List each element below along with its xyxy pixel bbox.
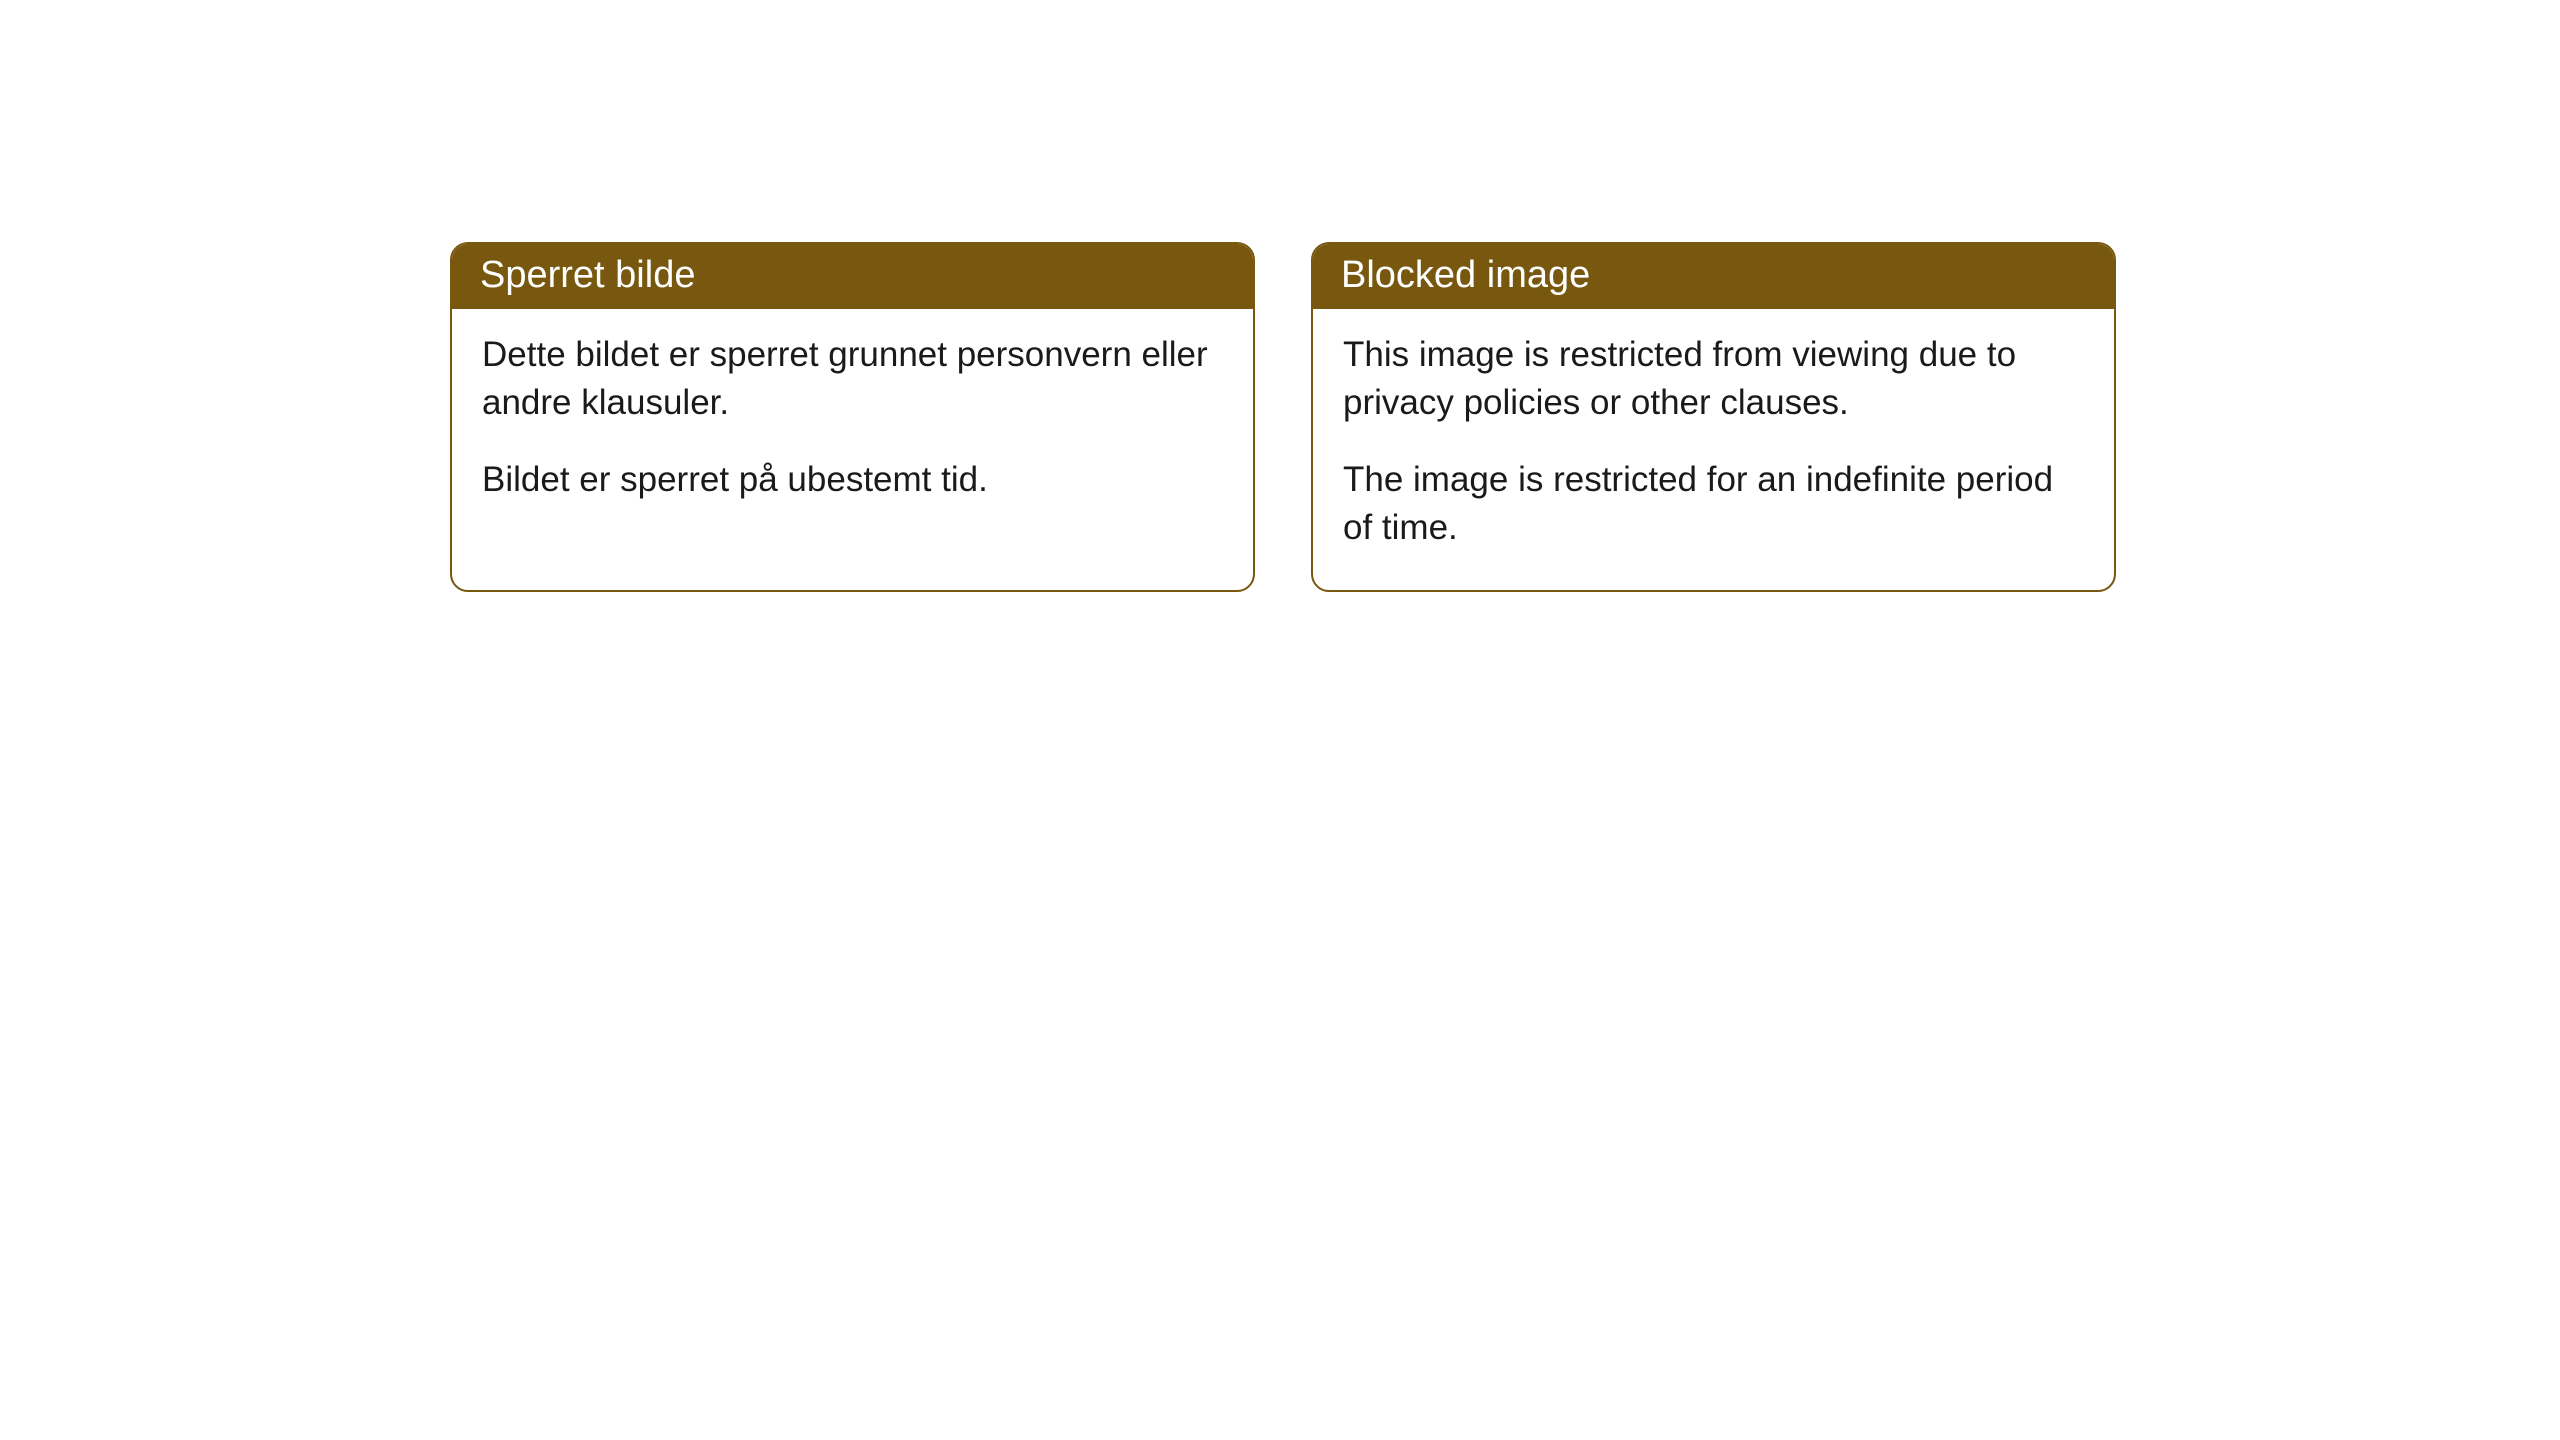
- card-text-no-1: Dette bildet er sperret grunnet personve…: [482, 331, 1223, 428]
- card-body-en: This image is restricted from viewing du…: [1313, 309, 2114, 590]
- card-header-no: Sperret bilde: [452, 244, 1253, 309]
- blocked-image-card-no: Sperret bilde Dette bildet er sperret gr…: [450, 242, 1255, 592]
- notice-cards-container: Sperret bilde Dette bildet er sperret gr…: [0, 0, 2560, 592]
- card-text-en-1: This image is restricted from viewing du…: [1343, 331, 2084, 428]
- blocked-image-card-en: Blocked image This image is restricted f…: [1311, 242, 2116, 592]
- card-body-no: Dette bildet er sperret grunnet personve…: [452, 309, 1253, 542]
- card-text-no-2: Bildet er sperret på ubestemt tid.: [482, 456, 1223, 504]
- card-header-en: Blocked image: [1313, 244, 2114, 309]
- card-text-en-2: The image is restricted for an indefinit…: [1343, 456, 2084, 553]
